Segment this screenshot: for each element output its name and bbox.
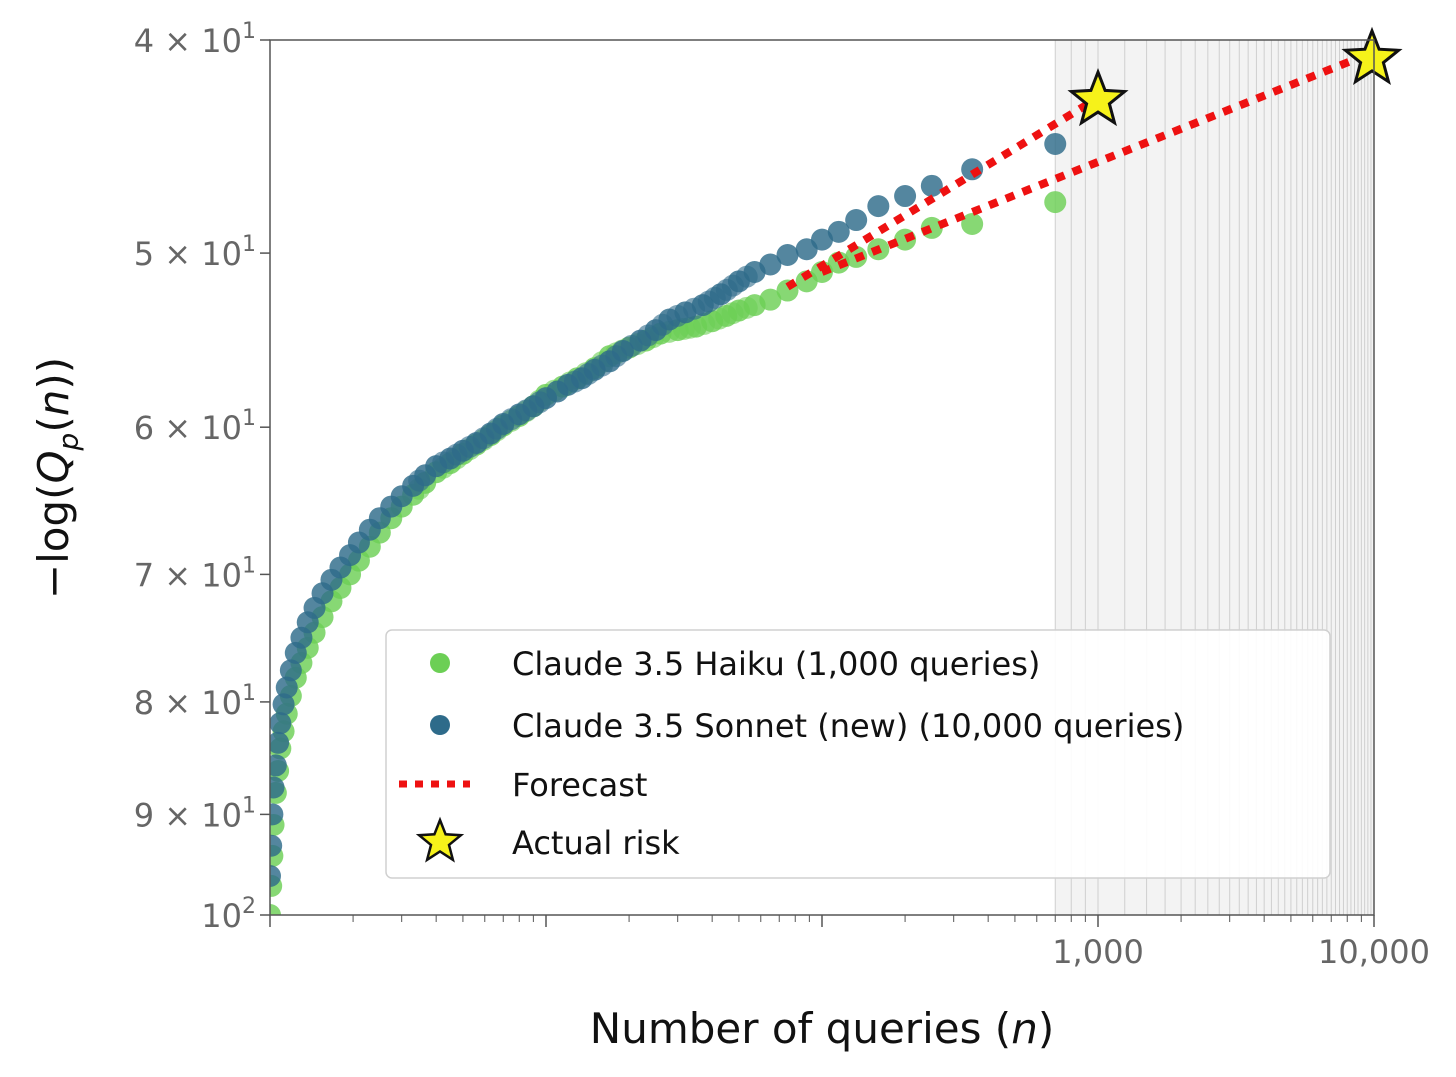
legend: Claude 3.5 Haiku (1,000 queries) Claude … [385, 629, 1331, 879]
y-axis-title-open: ( [29, 416, 78, 432]
x-axis-ticks: 1,000 10,000 [269, 915, 1430, 971]
y-tick-exponent: 2 [242, 894, 256, 919]
y-tick-label: 5 × 101 [134, 232, 256, 273]
sonnet-point [1044, 132, 1067, 155]
haiku-point [1044, 191, 1067, 214]
sonnet-point [811, 228, 833, 251]
forecast-lines [785, 48, 1376, 291]
legend-haiku-marker [430, 653, 450, 673]
y-tick-label: 9 × 101 [134, 793, 256, 834]
sonnet-point [270, 712, 292, 735]
legend-forecast-label: Forecast [512, 766, 647, 804]
sonnet-point [961, 158, 984, 181]
y-tick-exponent: 1 [242, 681, 256, 706]
y-tick-exponent: 1 [242, 553, 256, 578]
sonnet-point [759, 253, 782, 276]
y-tick-base: 6 × 10 [134, 409, 242, 447]
forecast-line [785, 94, 1101, 291]
sonnet-point [275, 676, 298, 699]
sonnet-point [867, 195, 890, 218]
y-tick-label: 8 × 101 [134, 681, 256, 722]
legend-sonnet-marker [430, 715, 450, 735]
legend-star-label: Actual risk [512, 824, 680, 862]
y-tick-base: 8 × 10 [134, 684, 242, 722]
sonnet-point [920, 174, 943, 197]
x-axis-title-main: Number of queries ( [590, 1004, 1011, 1053]
y-tick-label: 7 × 101 [134, 553, 256, 594]
sonnet-point [270, 865, 281, 888]
x-axis-title-var: n [1011, 1004, 1038, 1053]
haiku-point [270, 904, 281, 915]
x-axis-title-close: ) [1038, 1004, 1054, 1053]
actual-risk-star [1341, 26, 1403, 85]
sonnet-point [894, 185, 917, 208]
y-axis-title-q: Q [29, 450, 78, 483]
sonnet-point [279, 659, 302, 682]
y-tick-exponent: 1 [242, 793, 256, 818]
y-axis-title-close: )) [29, 357, 78, 390]
x-tick-label: 1,000 [1052, 933, 1144, 971]
sonnet-point [270, 776, 285, 799]
haiku-point [961, 213, 984, 236]
y-tick-exponent: 1 [242, 232, 256, 257]
y-tick-base: 9 × 10 [134, 796, 242, 834]
y-tick-base: 5 × 10 [134, 235, 242, 273]
legend-star-icon [415, 816, 465, 863]
sonnet-point [845, 209, 868, 232]
y-tick-label: 102 [201, 894, 256, 935]
x-axis-title: Number of queries (n) [590, 1004, 1054, 1053]
sonnet-point [776, 243, 799, 266]
sonnet-point [272, 693, 295, 716]
y-axis-title-sub: p [52, 433, 85, 452]
legend-haiku-label: Claude 3.5 Haiku (1,000 queries) [512, 645, 1040, 683]
sonnet-point [270, 803, 284, 826]
y-tick-exponent: 1 [242, 406, 256, 431]
y-axis-title-prefix: −log( [29, 484, 78, 600]
haiku-point [759, 288, 782, 311]
y-axis-title: −log(Qp(n)) [29, 357, 85, 599]
actual-risk-stars [1067, 26, 1403, 127]
sonnet-scatter-series [270, 132, 1067, 888]
y-tick-label: 4 × 101 [134, 19, 256, 60]
x-tick-label: 10,000 [1318, 933, 1430, 971]
sonnet-point [270, 754, 287, 777]
actual-risk-star [1067, 67, 1129, 127]
y-tick-label: 6 × 101 [134, 406, 256, 447]
sonnet-point [827, 220, 850, 243]
y-tick-exponent: 1 [242, 19, 256, 44]
sonnet-point [270, 731, 290, 754]
y-tick-base: 4 × 10 [134, 22, 242, 60]
y-tick-base: 7 × 10 [134, 556, 242, 594]
y-tick-base: 10 [201, 897, 242, 935]
sonnet-point [270, 834, 283, 857]
legend-box [385, 629, 1331, 879]
legend-sonnet-label: Claude 3.5 Sonnet (new) (10,000 queries) [512, 707, 1184, 745]
y-axis-title-n: n [29, 390, 78, 417]
